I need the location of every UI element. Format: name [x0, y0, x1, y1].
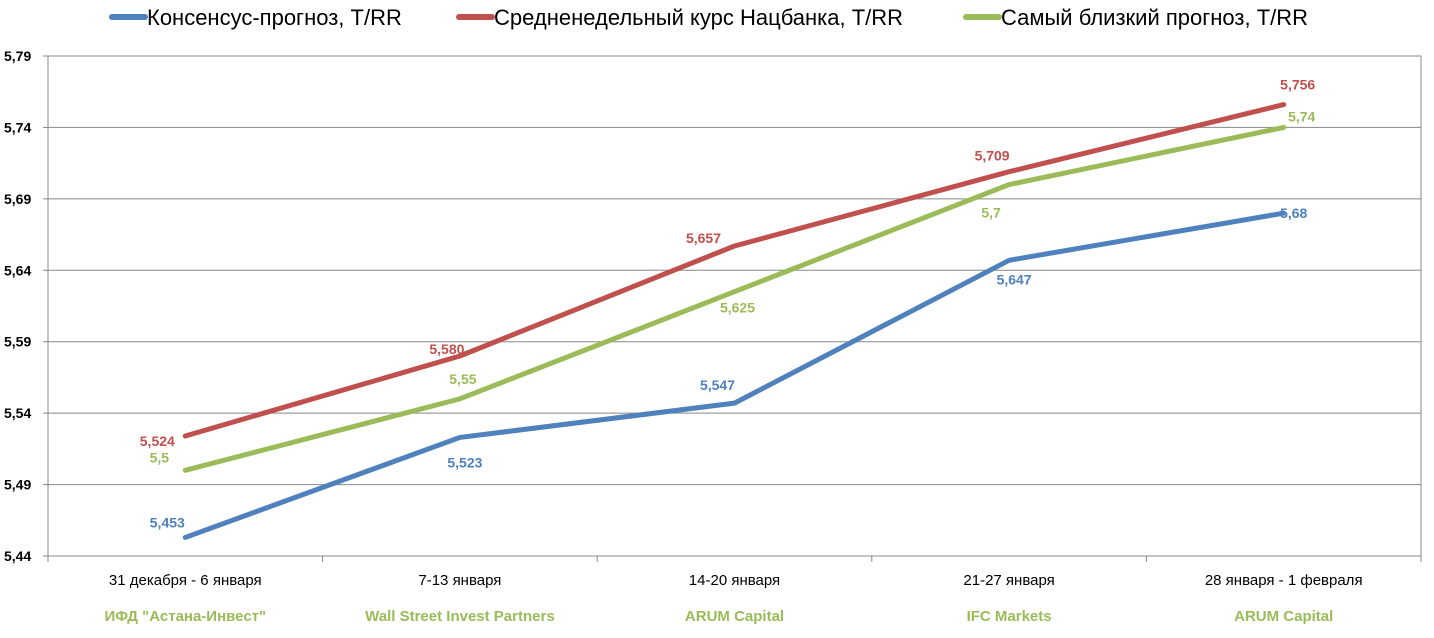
data-label: 5,657: [686, 230, 721, 246]
legend-label-closest: Самый близкий прогноз, Т/RR: [1001, 5, 1308, 30]
y-tick-label: 5,44: [4, 548, 31, 564]
x-tick-label: 28 января - 1 февраля: [1205, 572, 1363, 589]
series-line-natbank: [182, 102, 1287, 439]
x-sublabel: ARUM Capital: [1234, 608, 1333, 625]
data-label: 5,709: [975, 148, 1010, 164]
data-label: 5,5: [150, 449, 170, 465]
y-tick-label: 5,54: [4, 405, 31, 421]
data-label: 5,524: [140, 433, 175, 449]
x-tick-label: 21-27 января: [963, 572, 1054, 589]
y-tick-label: 5,69: [4, 191, 31, 207]
data-label: 5,55: [449, 371, 476, 387]
y-tick-label: 5,79: [4, 48, 31, 64]
x-sublabel: ИФД "Астана-Инвест": [104, 608, 266, 625]
legend-label-consensus: Консенсус-прогноз, Т/RR: [147, 5, 402, 30]
data-label: 5,74: [1288, 108, 1315, 124]
y-tick-label: 5,49: [4, 477, 31, 493]
x-sublabel: ARUM Capital: [685, 608, 784, 625]
y-tick-label: 5,59: [4, 334, 31, 350]
data-label: 5,580: [429, 341, 464, 357]
x-tick-label: 7-13 января: [418, 572, 501, 589]
data-label: 5,68: [1280, 205, 1307, 221]
data-label: 5,7: [981, 205, 1001, 221]
y-tick-label: 5,64: [4, 262, 31, 278]
series-line-closest: [182, 124, 1287, 473]
data-label: 5,547: [700, 377, 735, 393]
x-sublabel: Wall Street Invest Partners: [365, 608, 555, 625]
plot-area-border: [47, 55, 1422, 557]
data-label: 5,453: [150, 514, 185, 530]
data-label: 5,647: [997, 271, 1032, 287]
data-label: 5,756: [1280, 77, 1315, 93]
data-label: 5,625: [720, 300, 755, 316]
x-sublabel: IFC Markets: [967, 608, 1052, 625]
chart-legend: Консенсус-прогноз, Т/RR Средненедельный …: [109, 5, 1308, 30]
x-tick-label: 14-20 января: [689, 572, 780, 589]
y-tick-label: 5,74: [4, 119, 31, 135]
legend-label-natbank: Средненедельный курс Нацбанка, Т/RR: [494, 5, 903, 30]
x-tick-label: 31 декабря - 6 января: [109, 572, 262, 589]
data-label: 5,523: [447, 454, 482, 470]
series-line-consensus: [182, 210, 1287, 540]
